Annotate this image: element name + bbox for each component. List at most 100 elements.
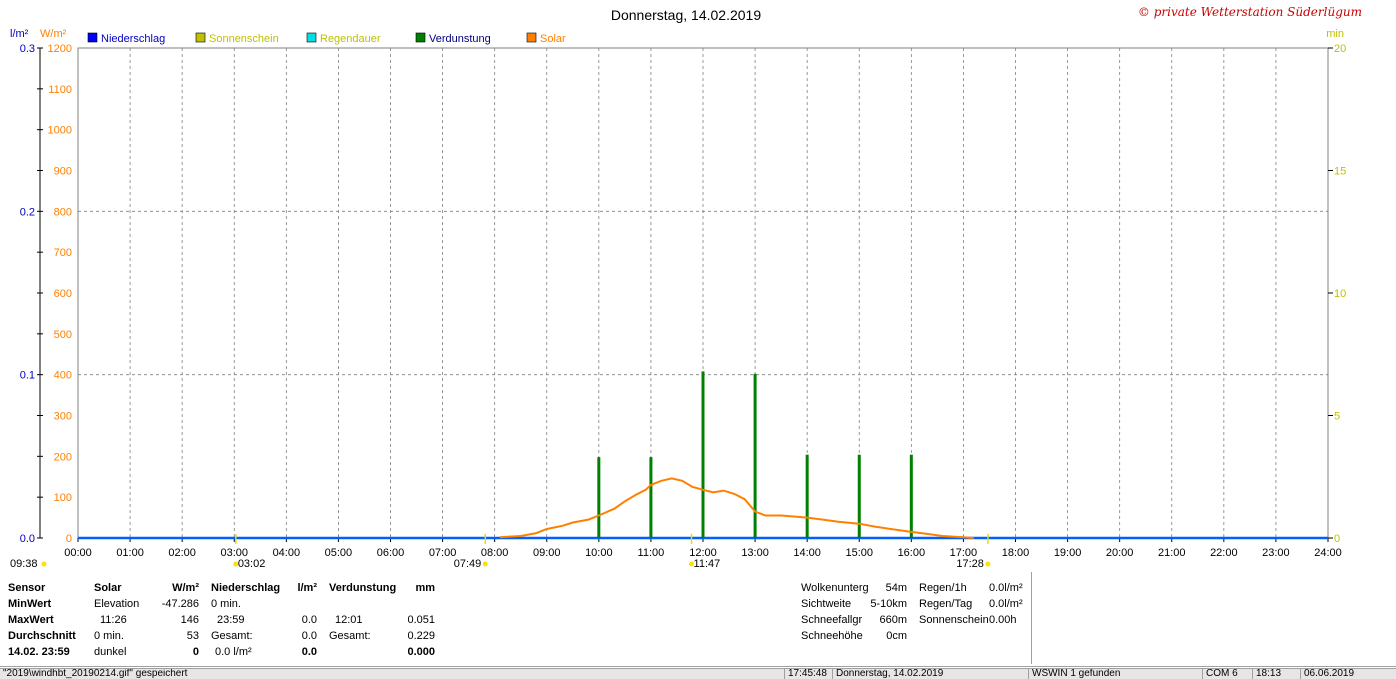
rain-tick-0: 0.0 (20, 533, 35, 545)
solar-tick-9: 900 (54, 166, 72, 178)
x-tick-13: 13:00 (741, 547, 769, 559)
marker-label-1: 03:02 (238, 558, 266, 570)
x-tick-2: 02:00 (168, 547, 196, 559)
status-bar: "2019\windhbt_20190214.gif" gespeichert … (0, 668, 1396, 679)
right-tick-1: 5 (1334, 411, 1340, 423)
marker-label-3: 11:47 (694, 558, 721, 570)
status-date: Donnerstag, 14.02.2019 (832, 669, 1028, 679)
date-time-label: 14.02. 23:59 (8, 646, 70, 658)
verdunstung-bar-3 (753, 373, 757, 538)
solar-tick-4: 400 (54, 370, 72, 382)
y-axis-minutes: 0 5 10 15 20 (1328, 43, 1346, 545)
solar-tick-5: 500 (54, 329, 72, 341)
rain-max-value: 0.0 (301, 614, 317, 626)
legend-label-2: Regendauer (320, 33, 381, 45)
right-tick-2: 10 (1334, 288, 1346, 300)
solar-max-time: 11:26 (100, 614, 127, 626)
x-tick-21: 21:00 (1158, 547, 1186, 559)
solar-avg-text: 0 min. (94, 630, 124, 642)
x-tick-0: 00:00 (64, 547, 92, 559)
maxwert-label: MaxWert (8, 614, 54, 626)
evap-current-value: 0.000 (407, 646, 435, 658)
legend-swatch-0 (87, 32, 98, 43)
sunshine-value: 0.00h (989, 614, 1017, 626)
x-tick-5: 05:00 (325, 547, 353, 559)
x-tick-9: 09:00 (533, 547, 561, 559)
verdunstung-bar-4 (805, 454, 809, 538)
rain-tick-3: 0.3 (20, 43, 35, 55)
right-tick-4: 20 (1334, 43, 1346, 55)
legend-label-3: Verdunstung (429, 33, 491, 45)
x-tick-3: 03:00 (220, 547, 248, 559)
status-today: 06.06.2019 (1300, 669, 1396, 679)
x-tick-23: 23:00 (1262, 547, 1290, 559)
evap-total-value: 0.229 (407, 630, 435, 642)
status-file: "2019\windhbt_20190214.gif" gespeichert (3, 669, 188, 679)
legend-label-1: Sonnenschein (209, 33, 279, 45)
cloud-base-label: Wolkenunterg (801, 582, 869, 594)
x-tick-1: 01:00 (116, 547, 144, 559)
x-tick-6: 06:00 (377, 547, 405, 559)
rain-day-label: Regen/Tag (919, 598, 973, 610)
snow-depth-value: 0cm (886, 630, 907, 642)
y-axis-rain: 0.0 0.1 0.2 0.3 (20, 43, 35, 545)
evap-max-value: 0.051 (407, 614, 435, 626)
solar-line (499, 477, 974, 539)
rain-tick-1: 0.1 (20, 370, 35, 382)
marker-dot-2 (482, 561, 488, 567)
visibility-value: 5-10km (870, 598, 907, 610)
panel-weather: Wolkenunterg 54m Sichtweite 5-10km Schneef… (441, 572, 912, 664)
solar-tick-8: 800 (54, 206, 72, 218)
status-com: COM 6 (1202, 669, 1252, 679)
rain-day-value: 0.0l/m² (989, 598, 1023, 610)
snowfall-limit-label: Schneefallgr (801, 614, 863, 626)
rain-1h-value: 0.0l/m² (989, 582, 1023, 594)
rain-total-value: 0.0 (301, 630, 317, 642)
x-tick-11: 11:00 (638, 547, 665, 559)
rain-current-value: 0.0 (301, 646, 317, 658)
marker-label-2: 07:49 (454, 558, 482, 570)
solar-min-text: Elevation (94, 598, 140, 610)
solar-min-value: -47.286 (161, 598, 199, 610)
solar-header: Solar (94, 582, 122, 594)
x-tick-14: 14:00 (793, 547, 821, 559)
solar-tick-10: 1000 (48, 125, 72, 137)
evap-max-time: 12:01 (335, 614, 363, 626)
chart-title: Donnerstag, 14.02.2019 (611, 7, 761, 23)
snow-depth-label: Schneehöhe (801, 630, 863, 642)
verdunstung-bar-5 (857, 454, 861, 538)
rain-total-text: Gesamt: (211, 630, 253, 642)
x-tick-12: 12:00 (689, 547, 717, 559)
solar-tick-0: 0 (66, 533, 72, 545)
solar-tick-11: 1100 (48, 84, 72, 96)
panel-rain: Niederschlag l/m² 0 min. 23:59 0.0 Gesamt:… (205, 572, 324, 664)
rain-max-time: 23:59 (217, 614, 245, 626)
rain-tick-2: 0.2 (20, 206, 35, 218)
x-tick-19: 19:00 (1054, 547, 1082, 559)
right-tick-0: 0 (1334, 533, 1340, 545)
time-markers: 09:38 03:02 07:49 11:47 17:28 (10, 534, 991, 570)
verdunstung-bar-6 (909, 454, 913, 538)
marker-label-4: 17:28 (956, 558, 984, 570)
evap-header: Verdunstung (329, 582, 397, 594)
x-tick-8: 08:00 (481, 547, 509, 559)
x-tick-20: 20:00 (1106, 547, 1134, 559)
verdunstung-bar-0 (597, 457, 601, 538)
marker-label-0: 09:38 (10, 558, 38, 570)
verdunstung-bar-1 (649, 457, 653, 538)
copyright-label: © private Wetterstation Süderlügum (1138, 5, 1362, 19)
cloud-base-value: 54m (885, 582, 907, 594)
solar-current-text: dunkel (94, 646, 127, 658)
unit-rain-label: l/m² (10, 28, 29, 40)
legend-swatch-2 (306, 32, 317, 43)
unit-solar-label: W/m² (40, 28, 67, 40)
marker-dot-4 (985, 561, 991, 567)
solar-tick-6: 600 (54, 288, 72, 300)
marker-dot-0 (41, 561, 47, 567)
solar-avg-value: 53 (186, 630, 199, 642)
status-clock: 18:13 (1252, 669, 1300, 679)
verdunstung-bar-2 (701, 371, 705, 538)
visibility-label: Sichtweite (801, 598, 852, 610)
sunshine-label: Sonnenschein (919, 614, 989, 626)
solar-current-value: 0 (192, 646, 199, 658)
